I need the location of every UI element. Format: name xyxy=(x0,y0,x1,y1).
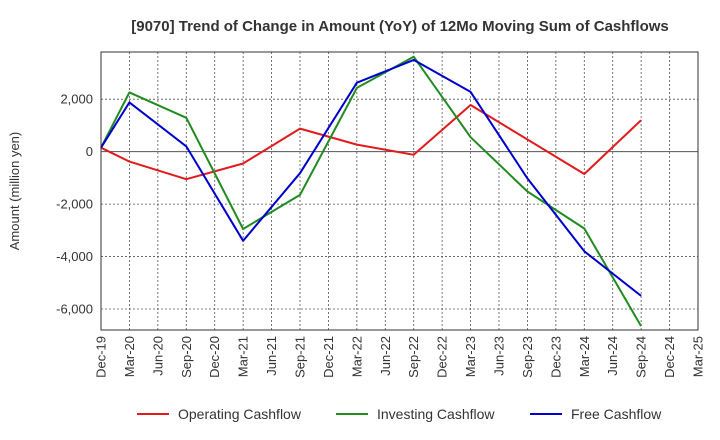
y-tick-labels: 2,000 0 -2,000 -4,000 -6,000 xyxy=(56,92,93,317)
x-tick-label: Mar-21 xyxy=(236,336,251,377)
y-tick-label: -4,000 xyxy=(56,249,93,264)
y-tick-label: -6,000 xyxy=(56,302,93,317)
y-axis-label: Amount (million yen) xyxy=(7,132,22,251)
legend-label: Investing Cashflow xyxy=(377,406,495,422)
plot-area-frame xyxy=(100,51,699,331)
y-tick-label: 0 xyxy=(86,144,93,159)
x-tick-label: Sep-20 xyxy=(179,336,194,378)
x-tick-label: Mar-24 xyxy=(577,336,592,377)
grid-layer xyxy=(101,52,698,330)
x-tick-label: Mar-22 xyxy=(349,336,364,377)
x-tick-label: Dec-23 xyxy=(548,336,563,378)
series-line-investing-cashflow xyxy=(100,55,642,327)
x-tick-label: Jun-22 xyxy=(378,336,393,376)
x-tick-label: Dec-19 xyxy=(94,336,109,378)
legend-label: Free Cashflow xyxy=(571,406,662,422)
series-line-free-cashflow xyxy=(100,58,642,297)
x-tick-label: Jun-23 xyxy=(492,336,507,376)
x-tick-label: Dec-22 xyxy=(435,336,450,378)
y-tick-label: 2,000 xyxy=(60,92,93,107)
x-tick-label: Jun-20 xyxy=(150,336,165,376)
x-tick-label: Jun-21 xyxy=(264,336,279,376)
legend-label: Operating Cashflow xyxy=(178,406,302,422)
x-tick-label: Mar-25 xyxy=(691,336,706,377)
series-line-operating-cashflow xyxy=(100,104,642,181)
x-tick-label: Sep-23 xyxy=(520,336,535,378)
chart-title: [9070] Trend of Change in Amount (YoY) o… xyxy=(131,18,669,35)
legend: Operating Cashflow Investing Cashflow Free… xyxy=(137,406,662,422)
x-tick-label: Mar-23 xyxy=(463,336,478,377)
x-tick-label: Dec-20 xyxy=(207,336,222,378)
x-tick-label: Jun-24 xyxy=(605,336,620,376)
x-tick-label: Dec-21 xyxy=(321,336,336,378)
y-tick-label: -2,000 xyxy=(56,197,93,212)
x-tick-label: Sep-22 xyxy=(406,336,421,378)
x-tick-label: Sep-21 xyxy=(293,336,308,378)
series-layer xyxy=(100,55,642,327)
x-tick-label: Sep-24 xyxy=(634,336,649,378)
x-tick-label: Mar-20 xyxy=(122,336,137,377)
x-tick-labels: Dec-19 Mar-20 Jun-20 Sep-20 Dec-20 Mar-21 Jun-… xyxy=(94,336,706,378)
x-tick-label: Dec-24 xyxy=(662,336,677,378)
